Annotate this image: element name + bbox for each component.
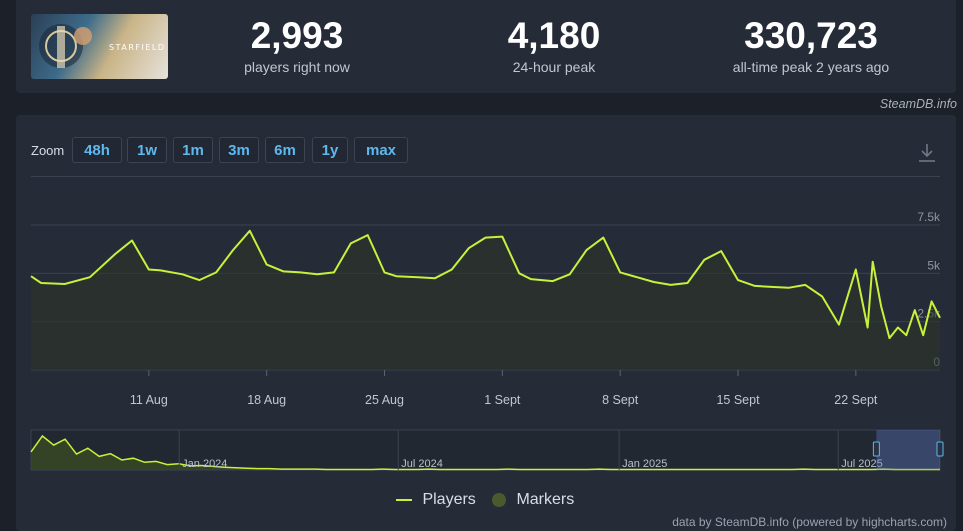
x-tick-label: 1 Sept (484, 393, 521, 407)
navigator-tick-label: Jul 2024 (401, 458, 443, 470)
navigator-tick-label: Jul 2025 (841, 458, 883, 470)
stats-bar: STARFIELD 2,993 players right now 4,180 … (16, 0, 956, 93)
zoom-6m-button[interactable]: 6m (265, 137, 305, 163)
y-tick-label: 5k (927, 258, 941, 272)
legend-markers-swatch (492, 492, 506, 507)
navigator-handle[interactable] (936, 441, 944, 457)
game-thumbnail[interactable]: STARFIELD (31, 14, 168, 79)
zoom-1y-button[interactable]: 1y (312, 137, 348, 163)
legend-players[interactable]: Players (396, 491, 476, 509)
footer-credit[interactable]: data by SteamDB.info (powered by highcha… (672, 515, 947, 529)
zoom-3m-button[interactable]: 3m (219, 137, 259, 163)
zoom-48h-button[interactable]: 48h (72, 137, 122, 163)
thumbnail-art (39, 24, 92, 68)
zoom-max-button[interactable]: max (354, 137, 408, 163)
peak-24h-label: 24-hour peak (512, 59, 596, 75)
legend-players-label: Players (422, 491, 476, 508)
navigator-area (31, 436, 940, 470)
y-tick-label: 7.5k (917, 210, 941, 224)
stat-24h-peak: 4,180 24-hour peak (489, 14, 619, 76)
x-tick-label: 22 Sept (834, 393, 878, 407)
current-players-value: 2,993 (250, 15, 344, 56)
x-tick-label: 15 Sept (716, 393, 760, 407)
game-title: STARFIELD (109, 43, 166, 52)
steamdb-credit[interactable]: SteamDB.info (879, 97, 957, 111)
legend-players-swatch (396, 498, 412, 501)
x-tick-label: 18 Aug (247, 393, 286, 407)
zoom-label: Zoom (31, 143, 65, 158)
legend-markers[interactable]: Markers (492, 491, 574, 509)
navigator-line (30, 434, 940, 471)
zoom-1m-button[interactable]: 1m (173, 137, 213, 163)
stat-current-players: 2,993 players right now (232, 14, 362, 76)
chart-panel: Zoom 48h 1w 1m 3m 6m 1y max 02.5k5k7.5k1… (16, 115, 956, 531)
x-tick-label: 11 Aug (130, 393, 168, 407)
x-tick-label: 25 Aug (365, 393, 404, 407)
zoom-1w-button[interactable]: 1w (127, 137, 167, 163)
navigator-tick-label: Jan 2024 (182, 458, 227, 470)
navigator-tick-label: Jan 2025 (622, 458, 667, 470)
all-time-peak-label: all-time peak 2 years ago (732, 59, 890, 75)
current-players-label: players right now (244, 59, 350, 75)
download-icon[interactable] (917, 142, 937, 164)
navigator-handle[interactable] (872, 441, 880, 457)
all-time-peak-value: 330,723 (744, 15, 878, 56)
stat-all-time-peak: 330,723 all-time peak 2 years ago (711, 14, 911, 76)
players-area (31, 230, 940, 370)
navigator-selection[interactable] (876, 430, 940, 470)
x-tick-label: 8 Sept (602, 393, 639, 407)
legend-markers-label: Markers (516, 491, 575, 508)
toolbar-divider (31, 176, 940, 177)
peak-24h-value: 4,180 (507, 15, 601, 56)
